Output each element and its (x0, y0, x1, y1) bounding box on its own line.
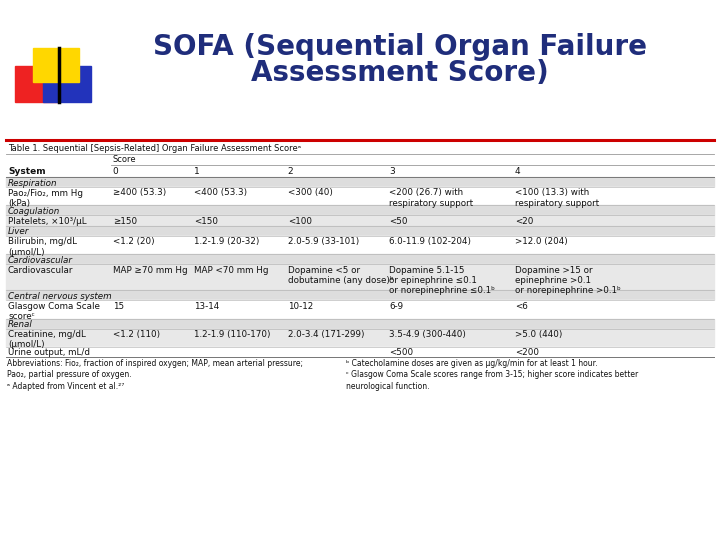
Text: 2.0-5.9 (33-101): 2.0-5.9 (33-101) (288, 237, 359, 246)
Bar (6, 165, 714, 177)
Bar (6, 300, 714, 319)
Text: <150: <150 (194, 217, 218, 226)
Text: Central nervous system: Central nervous system (8, 292, 112, 301)
Text: 1.2-1.9 (20-32): 1.2-1.9 (20-32) (194, 237, 260, 246)
Text: <50: <50 (389, 217, 408, 226)
Text: System: System (8, 167, 45, 176)
Text: Table 1. Sequential [Sepsis-Related] Organ Failure Assessment Scoreᵃ: Table 1. Sequential [Sepsis-Related] Org… (8, 144, 301, 153)
Bar (6, 177, 714, 187)
Text: Bilirubin, mg/dL
(μmol/L): Bilirubin, mg/dL (μmol/L) (8, 237, 77, 256)
Text: <400 (53.3): <400 (53.3) (194, 188, 248, 198)
Text: Creatinine, mg/dL
(μmol/L): Creatinine, mg/dL (μmol/L) (8, 330, 86, 349)
Text: >5.0 (440): >5.0 (440) (515, 330, 562, 339)
Text: 2: 2 (288, 167, 293, 176)
Bar (6, 215, 714, 226)
Text: 6-9: 6-9 (389, 302, 403, 310)
Bar (43, 66, 91, 102)
Text: Dopamine <5 or
dobutamine (any dose)ᵇ: Dopamine <5 or dobutamine (any dose)ᵇ (288, 266, 393, 285)
Text: Pao₂/Fio₂, mm Hg
(kPa): Pao₂/Fio₂, mm Hg (kPa) (8, 188, 83, 208)
Text: Score: Score (113, 156, 136, 165)
Text: Assessment Score): Assessment Score) (251, 59, 549, 87)
Text: 10-12: 10-12 (288, 302, 313, 310)
Bar (6, 154, 714, 165)
Bar (6, 187, 714, 205)
Bar (6, 236, 714, 254)
Text: <1.2 (110): <1.2 (110) (113, 330, 160, 339)
Text: Cardiovascular: Cardiovascular (8, 255, 73, 265)
Text: Urine output, mL/d: Urine output, mL/d (8, 348, 90, 357)
Text: Cardiovascular: Cardiovascular (8, 266, 73, 275)
Text: 6.0-11.9 (102-204): 6.0-11.9 (102-204) (389, 237, 471, 246)
Text: Respiration: Respiration (8, 179, 58, 187)
Text: <200: <200 (515, 348, 539, 357)
Bar (6, 319, 714, 328)
Bar (33, 48, 79, 82)
Text: Abbreviations: Fio₂, fraction of inspired oxygen; MAP, mean arterial pressure;
P: Abbreviations: Fio₂, fraction of inspire… (7, 359, 303, 390)
Text: 1.2-1.9 (110-170): 1.2-1.9 (110-170) (194, 330, 271, 339)
Text: Glasgow Coma Scale
scoreᶜ: Glasgow Coma Scale scoreᶜ (8, 302, 100, 321)
Bar (6, 347, 714, 357)
Text: Liver: Liver (8, 227, 30, 237)
Text: >12.0 (204): >12.0 (204) (515, 237, 567, 246)
Bar (6, 328, 714, 347)
Text: <6: <6 (515, 302, 528, 310)
Text: ᵇ Catecholamine doses are given as μg/kg/min for at least 1 hour.
ᶜ Glasgow Coma: ᵇ Catecholamine doses are given as μg/kg… (346, 359, 638, 390)
Text: Dopamine 5.1-15
or epinephrine ≤0.1
or norepinephrine ≤0.1ᵇ: Dopamine 5.1-15 or epinephrine ≤0.1 or n… (389, 266, 495, 295)
Bar (6, 226, 714, 236)
Text: 13-14: 13-14 (194, 302, 220, 310)
Text: MAP ≥70 mm Hg: MAP ≥70 mm Hg (113, 266, 187, 275)
Text: <100: <100 (288, 217, 312, 226)
Text: Renal: Renal (8, 320, 32, 329)
Text: <500: <500 (389, 348, 413, 357)
Text: MAP <70 mm Hg: MAP <70 mm Hg (194, 266, 269, 275)
Text: <1.2 (20): <1.2 (20) (113, 237, 154, 246)
Text: ≥150: ≥150 (113, 217, 137, 226)
Text: <100 (13.3) with
respiratory support: <100 (13.3) with respiratory support (515, 188, 599, 208)
Bar (6, 264, 714, 290)
Text: ≥400 (53.3): ≥400 (53.3) (113, 188, 166, 198)
Text: <200 (26.7) with
respiratory support: <200 (26.7) with respiratory support (389, 188, 473, 208)
Text: <300 (40): <300 (40) (288, 188, 333, 198)
Bar (6, 142, 714, 154)
Text: 4: 4 (515, 167, 521, 176)
Bar (6, 254, 714, 264)
Bar (6, 205, 714, 215)
Text: 3: 3 (389, 167, 395, 176)
Text: 15: 15 (113, 302, 124, 310)
Text: <20: <20 (515, 217, 534, 226)
Text: 3.5-4.9 (300-440): 3.5-4.9 (300-440) (389, 330, 466, 339)
Text: Dopamine >15 or
epinephrine >0.1
or norepinephrine >0.1ᵇ: Dopamine >15 or epinephrine >0.1 or nore… (515, 266, 621, 295)
Text: 0: 0 (113, 167, 119, 176)
Bar (15, 66, 57, 102)
Text: 1: 1 (194, 167, 200, 176)
Text: 2.0-3.4 (171-299): 2.0-3.4 (171-299) (288, 330, 364, 339)
Text: Platelets, ×10³/μL: Platelets, ×10³/μL (8, 217, 86, 226)
Text: Coagulation: Coagulation (8, 207, 60, 216)
Bar (6, 290, 714, 300)
Text: SOFA (Sequential Organ Failure: SOFA (Sequential Organ Failure (153, 33, 647, 61)
